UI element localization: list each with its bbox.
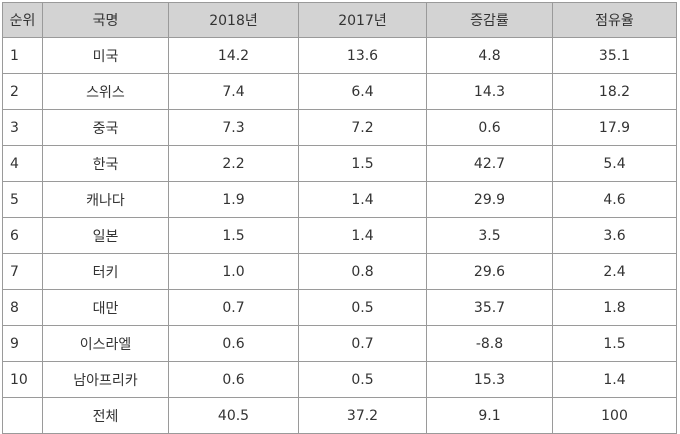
cell-market-share: 1.4	[552, 361, 677, 398]
cell-2017: 7.2	[298, 109, 427, 146]
cell-growth-rate: 35.7	[426, 289, 553, 326]
cell-2017: 0.7	[298, 325, 427, 362]
cell-growth-rate: -8.8	[426, 325, 553, 362]
cell-2017: 0.5	[298, 289, 427, 326]
cell-2018: 0.6	[168, 361, 299, 398]
total-row: 전체 40.5 37.2 9.1 100	[2, 397, 677, 434]
cell-growth-rate: 4.8	[426, 37, 553, 74]
cell-country: 터키	[42, 253, 169, 290]
cell-market-share: 18.2	[552, 73, 677, 110]
cell-rank: 1	[2, 37, 43, 74]
cell-growth-rate: 29.6	[426, 253, 553, 290]
table-row: 9 이스라엘 0.6 0.7 -8.8 1.5	[2, 325, 677, 362]
cell-2017: 37.2	[298, 397, 427, 434]
cell-country: 남아프리카	[42, 361, 169, 398]
header-market-share: 점유율	[552, 2, 677, 38]
cell-rank: 5	[2, 181, 43, 218]
table-row: 1 미국 14.2 13.6 4.8 35.1	[2, 37, 677, 74]
header-row: 순위 국명 2018년 2017년 증감률 점유율	[2, 2, 677, 38]
cell-country: 이스라엘	[42, 325, 169, 362]
cell-growth-rate: 29.9	[426, 181, 553, 218]
header-2018: 2018년	[168, 2, 299, 38]
table-row: 8 대만 0.7 0.5 35.7 1.8	[2, 289, 677, 326]
cell-rank: 9	[2, 325, 43, 362]
table-body: 1 미국 14.2 13.6 4.8 35.1 2 스위스 7.4 6.4 14.3 18.2 3 중국 7…	[2, 37, 677, 434]
cell-2018: 1.0	[168, 253, 299, 290]
cell-market-share: 17.9	[552, 109, 677, 146]
cell-2017: 6.4	[298, 73, 427, 110]
cell-country: 중국	[42, 109, 169, 146]
cell-country: 대만	[42, 289, 169, 326]
table-header: 순위 국명 2018년 2017년 증감률 점유율	[2, 2, 677, 38]
cell-2017: 1.4	[298, 181, 427, 218]
cell-2017: 0.8	[298, 253, 427, 290]
cell-rank: 4	[2, 145, 43, 182]
table-row: 4 한국 2.2 1.5 42.7 5.4	[2, 145, 677, 182]
header-2017: 2017년	[298, 2, 427, 38]
cell-2018: 7.4	[168, 73, 299, 110]
cell-growth-rate: 14.3	[426, 73, 553, 110]
cell-market-share: 5.4	[552, 145, 677, 182]
cell-market-share: 1.8	[552, 289, 677, 326]
table-row: 2 스위스 7.4 6.4 14.3 18.2	[2, 73, 677, 110]
cell-country: 캐나다	[42, 181, 169, 218]
cell-2017: 0.5	[298, 361, 427, 398]
table-row: 7 터키 1.0 0.8 29.6 2.4	[2, 253, 677, 290]
header-country: 국명	[42, 2, 169, 38]
cell-rank: 3	[2, 109, 43, 146]
header-rank: 순위	[2, 2, 43, 38]
cell-2017: 1.4	[298, 217, 427, 254]
cell-2017: 1.5	[298, 145, 427, 182]
cell-growth-rate: 15.3	[426, 361, 553, 398]
cell-market-share: 2.4	[552, 253, 677, 290]
cell-country: 일본	[42, 217, 169, 254]
cell-growth-rate: 42.7	[426, 145, 553, 182]
cell-country: 한국	[42, 145, 169, 182]
cell-country: 스위스	[42, 73, 169, 110]
cell-market-share: 3.6	[552, 217, 677, 254]
cell-rank	[2, 397, 43, 434]
cell-rank: 6	[2, 217, 43, 254]
cell-market-share: 4.6	[552, 181, 677, 218]
cell-rank: 7	[2, 253, 43, 290]
table-row: 5 캐나다 1.9 1.4 29.9 4.6	[2, 181, 677, 218]
cell-2018: 0.7	[168, 289, 299, 326]
table-row: 6 일본 1.5 1.4 3.5 3.6	[2, 217, 677, 254]
cell-2018: 0.6	[168, 325, 299, 362]
cell-rank: 2	[2, 73, 43, 110]
cell-country: 미국	[42, 37, 169, 74]
cell-growth-rate: 9.1	[426, 397, 553, 434]
cell-2018: 1.5	[168, 217, 299, 254]
cell-2018: 2.2	[168, 145, 299, 182]
cell-market-share: 100	[552, 397, 677, 434]
cell-growth-rate: 3.5	[426, 217, 553, 254]
cell-2018: 14.2	[168, 37, 299, 74]
cell-rank: 8	[2, 289, 43, 326]
cell-2017: 13.6	[298, 37, 427, 74]
table-row: 3 중국 7.3 7.2 0.6 17.9	[2, 109, 677, 146]
header-growth-rate: 증감률	[426, 2, 553, 38]
cell-market-share: 35.1	[552, 37, 677, 74]
cell-market-share: 1.5	[552, 325, 677, 362]
cell-2018: 1.9	[168, 181, 299, 218]
cell-growth-rate: 0.6	[426, 109, 553, 146]
table-row: 10 남아프리카 0.6 0.5 15.3 1.4	[2, 361, 677, 398]
cell-rank: 10	[2, 361, 43, 398]
cell-2018: 7.3	[168, 109, 299, 146]
cell-country: 전체	[42, 397, 169, 434]
cell-2018: 40.5	[168, 397, 299, 434]
